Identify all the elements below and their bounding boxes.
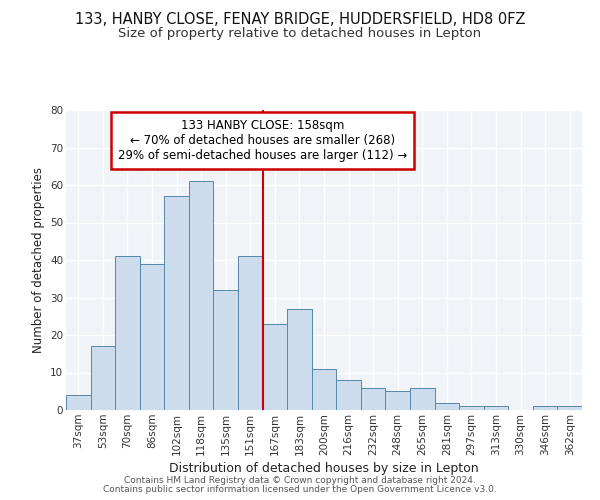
Text: Contains HM Land Registry data © Crown copyright and database right 2024.: Contains HM Land Registry data © Crown c… (124, 476, 476, 485)
Bar (214, 290, 238, 410)
Bar (434, 402, 459, 410)
Bar (263, 324, 287, 410)
Text: 133 HANBY CLOSE: 158sqm
← 70% of detached houses are smaller (268)
29% of semi-d: 133 HANBY CLOSE: 158sqm ← 70% of detache… (118, 120, 407, 162)
Bar (91, 346, 115, 410)
Bar (459, 406, 484, 410)
Bar (361, 388, 385, 410)
Bar (238, 256, 263, 410)
Bar (336, 380, 361, 410)
Bar (164, 196, 189, 410)
Bar (385, 391, 410, 410)
Text: Contains public sector information licensed under the Open Government Licence v3: Contains public sector information licen… (103, 485, 497, 494)
Bar (189, 181, 214, 410)
Bar (557, 406, 582, 410)
Bar (115, 256, 140, 410)
Bar (533, 406, 557, 410)
Bar (287, 308, 312, 410)
Bar (484, 406, 508, 410)
Text: Size of property relative to detached houses in Lepton: Size of property relative to detached ho… (118, 28, 482, 40)
X-axis label: Distribution of detached houses by size in Lepton: Distribution of detached houses by size … (169, 462, 479, 475)
Text: 133, HANBY CLOSE, FENAY BRIDGE, HUDDERSFIELD, HD8 0FZ: 133, HANBY CLOSE, FENAY BRIDGE, HUDDERSF… (75, 12, 525, 28)
Y-axis label: Number of detached properties: Number of detached properties (32, 167, 44, 353)
Bar (140, 264, 164, 410)
Bar (410, 388, 434, 410)
Bar (66, 395, 91, 410)
Bar (312, 369, 336, 410)
